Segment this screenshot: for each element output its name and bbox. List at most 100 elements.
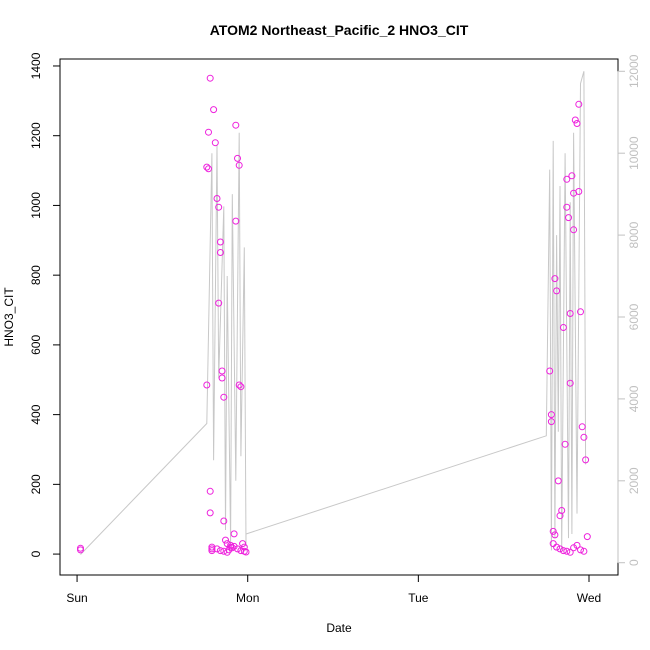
data-point bbox=[234, 154, 241, 162]
y-axis-left: 0 200 400 600 800 1000 1200 1400 bbox=[29, 52, 61, 557]
secondary-line-path bbox=[80, 71, 587, 555]
data-point bbox=[222, 536, 229, 544]
data-point bbox=[575, 188, 583, 195]
data-point bbox=[573, 541, 581, 549]
data-point bbox=[546, 367, 554, 375]
y2-tick-label: 0 bbox=[627, 559, 641, 566]
data-point bbox=[206, 509, 214, 517]
data-point bbox=[216, 547, 224, 555]
data-point bbox=[556, 545, 564, 553]
data-point bbox=[565, 214, 572, 222]
data-point bbox=[225, 546, 233, 554]
data-point bbox=[582, 456, 590, 464]
data-point bbox=[566, 310, 574, 317]
data-point bbox=[234, 545, 241, 553]
data-point bbox=[213, 195, 221, 202]
data-point bbox=[570, 226, 578, 234]
data-point bbox=[547, 411, 555, 419]
x-tick-label: Sun bbox=[66, 591, 87, 605]
y-tick-label: 600 bbox=[29, 335, 43, 355]
data-point bbox=[580, 433, 588, 441]
data-point bbox=[220, 547, 228, 555]
data-point bbox=[561, 440, 569, 448]
data-point bbox=[218, 374, 226, 382]
data-point bbox=[239, 540, 247, 548]
point-series bbox=[77, 74, 591, 556]
data-point bbox=[215, 203, 223, 211]
plot-area-frame bbox=[59, 58, 619, 576]
data-point bbox=[551, 275, 559, 283]
data-point bbox=[578, 423, 586, 431]
data-point bbox=[203, 381, 211, 389]
data-point bbox=[571, 116, 579, 124]
x-tick-label: Mon bbox=[236, 591, 259, 605]
data-point bbox=[210, 106, 218, 114]
y2-tick-label: 4000 bbox=[627, 385, 641, 412]
data-point bbox=[563, 203, 571, 211]
data-point bbox=[553, 287, 561, 295]
data-point bbox=[566, 548, 574, 556]
data-point bbox=[228, 544, 236, 552]
data-point bbox=[218, 367, 226, 375]
data-point bbox=[568, 172, 576, 180]
data-point bbox=[215, 299, 223, 307]
data-point bbox=[203, 163, 211, 171]
x-axis-label: Date bbox=[326, 621, 352, 635]
x-axis: Sun Mon Tue Wed bbox=[66, 574, 601, 605]
data-point bbox=[220, 517, 228, 525]
data-point bbox=[205, 165, 212, 173]
y2-tick-label: 6000 bbox=[627, 303, 641, 330]
data-point bbox=[232, 121, 240, 129]
data-point bbox=[220, 393, 228, 401]
data-point bbox=[575, 100, 583, 108]
y-tick-label: 1000 bbox=[29, 192, 43, 219]
y-tick-label: 200 bbox=[29, 474, 43, 494]
x-tick-label: Tue bbox=[408, 591, 429, 605]
y-tick-label: 1200 bbox=[29, 122, 43, 149]
data-point bbox=[577, 308, 584, 316]
data-point bbox=[559, 324, 567, 331]
data-point bbox=[551, 531, 559, 539]
data-point bbox=[558, 507, 566, 514]
data-point bbox=[206, 74, 214, 82]
data-point bbox=[216, 249, 224, 256]
y-tick-label: 1400 bbox=[29, 52, 43, 79]
data-point bbox=[549, 527, 557, 535]
data-point bbox=[554, 477, 562, 485]
data-point bbox=[206, 487, 214, 495]
y-axis-label: HNO3_CIT bbox=[2, 287, 16, 347]
data-point bbox=[242, 548, 250, 556]
data-point bbox=[583, 533, 591, 541]
y-axis-right: 0 2000 4000 6000 8000 10000 12000 bbox=[617, 54, 641, 566]
data-point bbox=[235, 381, 243, 389]
data-point bbox=[580, 547, 588, 555]
data-point bbox=[237, 547, 245, 555]
data-point bbox=[205, 128, 212, 136]
data-point bbox=[559, 547, 567, 555]
data-point bbox=[566, 379, 574, 387]
y-tick-label: 0 bbox=[29, 550, 43, 557]
data-point bbox=[563, 175, 571, 183]
y-tick-label: 800 bbox=[29, 265, 43, 285]
x-tick-label: Wed bbox=[577, 591, 601, 605]
data-point bbox=[563, 547, 571, 555]
data-point bbox=[547, 418, 555, 426]
y2-tick-label: 10000 bbox=[627, 136, 641, 170]
y-tick-label: 400 bbox=[29, 404, 43, 424]
data-point bbox=[213, 545, 221, 553]
data-point bbox=[216, 238, 224, 246]
data-point bbox=[232, 217, 240, 225]
y2-tick-label: 2000 bbox=[627, 467, 641, 494]
data-point bbox=[230, 530, 238, 538]
data-point bbox=[211, 139, 219, 147]
data-point bbox=[577, 546, 584, 554]
chart-title: ATOM2 Northeast_Pacific_2 HNO3_CIT bbox=[210, 22, 469, 38]
data-point bbox=[235, 161, 243, 169]
secondary-line-series bbox=[80, 71, 587, 555]
data-point bbox=[237, 383, 245, 391]
data-point bbox=[553, 543, 561, 551]
data-point bbox=[77, 546, 84, 554]
y2-tick-label: 12000 bbox=[627, 54, 641, 88]
